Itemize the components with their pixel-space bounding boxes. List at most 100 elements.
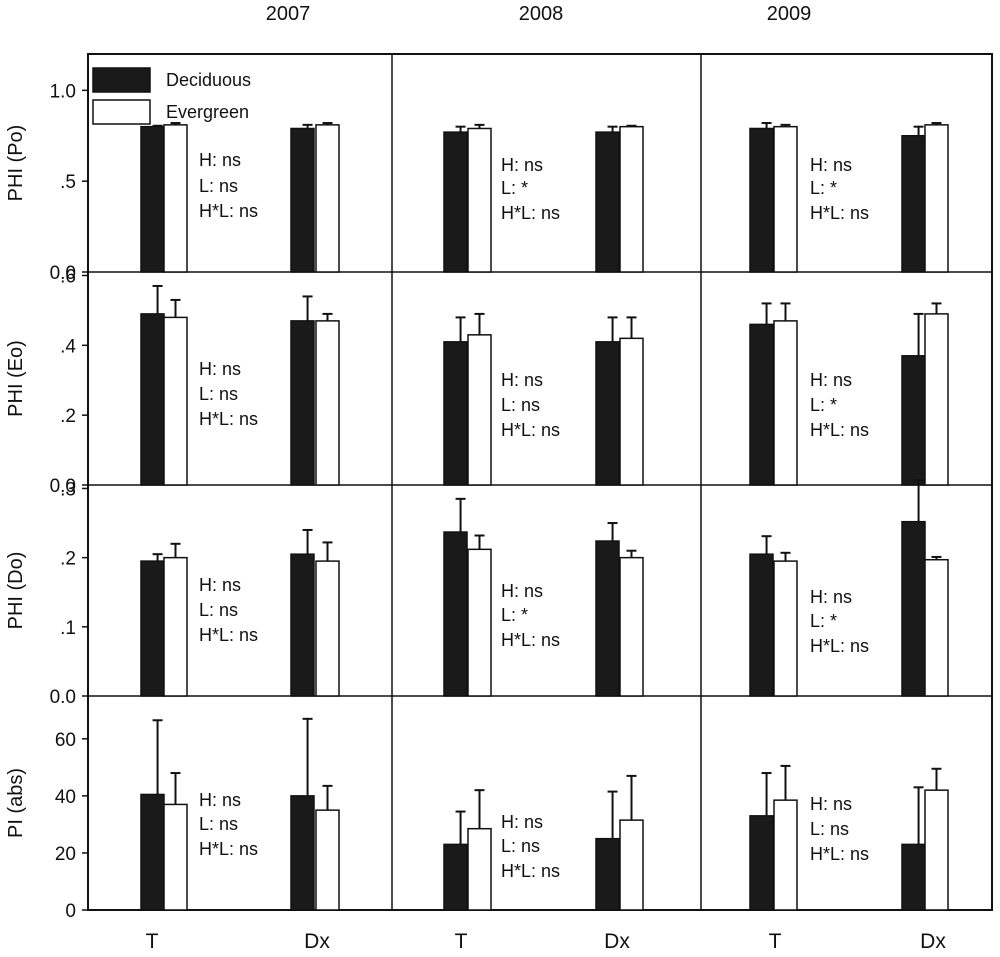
- significance-label: H*L: ns: [501, 861, 560, 881]
- bar-deciduous-t: [749, 815, 774, 911]
- significance-label: H*L: ns: [501, 630, 560, 650]
- significance-label: H*L: ns: [199, 201, 258, 221]
- bar-deciduous-t: [140, 560, 165, 697]
- x-tick-label-dx: Dx: [920, 930, 946, 953]
- significance-label: L: *: [501, 605, 528, 625]
- y-axis-label: PHI (Do): [5, 552, 27, 630]
- bar-deciduous-t: [140, 313, 165, 486]
- y-axis-label: PHI (Eo): [5, 340, 27, 417]
- significance-label: H*L: ns: [501, 420, 560, 440]
- x-tick-label-t: T: [455, 930, 468, 953]
- bar-deciduous-dx: [290, 795, 315, 911]
- significance-label: L: ns: [199, 600, 238, 620]
- y-tick-label: 1.0: [50, 81, 76, 102]
- bar-evergreen-dx: [619, 819, 644, 911]
- bar-evergreen-dx: [619, 556, 644, 697]
- y-tick-label: 0.0: [50, 687, 76, 708]
- y-tick-label: 40: [55, 787, 76, 808]
- bar-evergreen-dx: [924, 313, 949, 486]
- bar-deciduous-t: [443, 341, 468, 486]
- bar-deciduous-t: [749, 553, 774, 697]
- y-tick-label: .5: [60, 172, 76, 193]
- significance-label: L: ns: [501, 395, 540, 415]
- bar-deciduous-t: [749, 323, 774, 486]
- bar-deciduous-t: [140, 793, 165, 911]
- bar-evergreen-dx: [619, 337, 644, 486]
- significance-label: H*L: ns: [810, 420, 869, 440]
- bar-evergreen-t: [467, 127, 492, 273]
- bar-evergreen-t: [773, 799, 798, 911]
- significance-label: H: ns: [199, 575, 241, 595]
- bar-deciduous-dx: [595, 540, 620, 697]
- plot-frame: [87, 53, 993, 911]
- significance-label: H*L: ns: [199, 839, 258, 859]
- significance-label: H: ns: [501, 155, 543, 175]
- significance-label: H: ns: [199, 790, 241, 810]
- bar-evergreen-t: [163, 316, 188, 486]
- significance-label: H: ns: [501, 581, 543, 601]
- bar-deciduous-t: [443, 531, 468, 697]
- legend-label-deciduous: Deciduous: [166, 70, 251, 90]
- significance-label: L: ns: [199, 814, 238, 834]
- bar-evergreen-t: [773, 125, 798, 273]
- bar-evergreen-dx: [924, 558, 949, 697]
- bar-deciduous-dx: [901, 135, 926, 273]
- significance-label: H*L: ns: [810, 844, 869, 864]
- significance-label: L: ns: [501, 836, 540, 856]
- y-tick-label: .4: [60, 336, 76, 357]
- bar-deciduous-dx: [290, 553, 315, 697]
- y-tick-label: 0.0: [50, 476, 76, 497]
- bar-deciduous-dx: [901, 355, 926, 486]
- x-tick-label-dx: Dx: [304, 930, 330, 953]
- significance-label: L: *: [501, 178, 528, 198]
- year-header-2009: 2009: [767, 3, 812, 25]
- bar-evergreen-dx: [924, 124, 949, 273]
- significance-label: L: ns: [810, 819, 849, 839]
- significance-label: H*L: ns: [199, 409, 258, 429]
- significance-label: H*L: ns: [199, 625, 258, 645]
- y-tick-label: .2: [60, 549, 76, 570]
- significance-label: H*L: ns: [810, 636, 869, 656]
- significance-label: H: ns: [199, 359, 241, 379]
- bar-deciduous-dx: [290, 127, 315, 273]
- bar-evergreen-t: [163, 803, 188, 911]
- year-header-2008: 2008: [519, 3, 564, 25]
- y-tick-label: 60: [55, 730, 76, 751]
- significance-label: L: *: [810, 178, 837, 198]
- bar-evergreen-t: [163, 124, 188, 273]
- y-axis-label: PI (abs): [5, 768, 27, 838]
- y-tick-label: .1: [60, 618, 76, 639]
- bar-evergreen-dx: [315, 560, 340, 697]
- bar-evergreen-dx: [315, 809, 340, 911]
- x-tick-label-t: T: [769, 930, 782, 953]
- x-tick-label-t: T: [146, 930, 159, 953]
- significance-label: H: ns: [810, 587, 852, 607]
- legend-swatch-evergreen: [92, 99, 151, 125]
- bar-evergreen-dx: [619, 125, 644, 273]
- x-tick-label-dx: Dx: [604, 930, 630, 953]
- significance-label: H: ns: [810, 794, 852, 814]
- bar-deciduous-dx: [901, 843, 926, 911]
- bar-evergreen-dx: [315, 124, 340, 273]
- significance-label: H: ns: [199, 150, 241, 170]
- bar-deciduous-dx: [290, 320, 315, 486]
- significance-label: H*L: ns: [810, 203, 869, 223]
- y-tick-label: .6: [60, 266, 76, 287]
- bar-deciduous-dx: [901, 520, 926, 697]
- bar-deciduous-t: [140, 125, 165, 273]
- y-tick-label: .3: [60, 479, 76, 500]
- legend-swatch-deciduous: [92, 67, 151, 93]
- year-header-2007: 2007: [266, 3, 311, 25]
- y-tick-label: 0: [65, 901, 76, 922]
- chart-marks: 2007 2008 2009 T T T Dx Dx Dx PHI (Po) 0.0 .5 1.0 H: …: [5, 3, 993, 953]
- bar-deciduous-dx: [595, 131, 620, 273]
- bar-evergreen-t: [467, 827, 492, 911]
- y-tick-label: 20: [55, 844, 76, 865]
- y-tick-label: .2: [60, 406, 76, 427]
- bar-deciduous-t: [443, 131, 468, 273]
- bar-deciduous-dx: [595, 341, 620, 486]
- significance-label: L: *: [810, 395, 837, 415]
- bar-deciduous-t: [443, 843, 468, 911]
- significance-label: H: ns: [501, 370, 543, 390]
